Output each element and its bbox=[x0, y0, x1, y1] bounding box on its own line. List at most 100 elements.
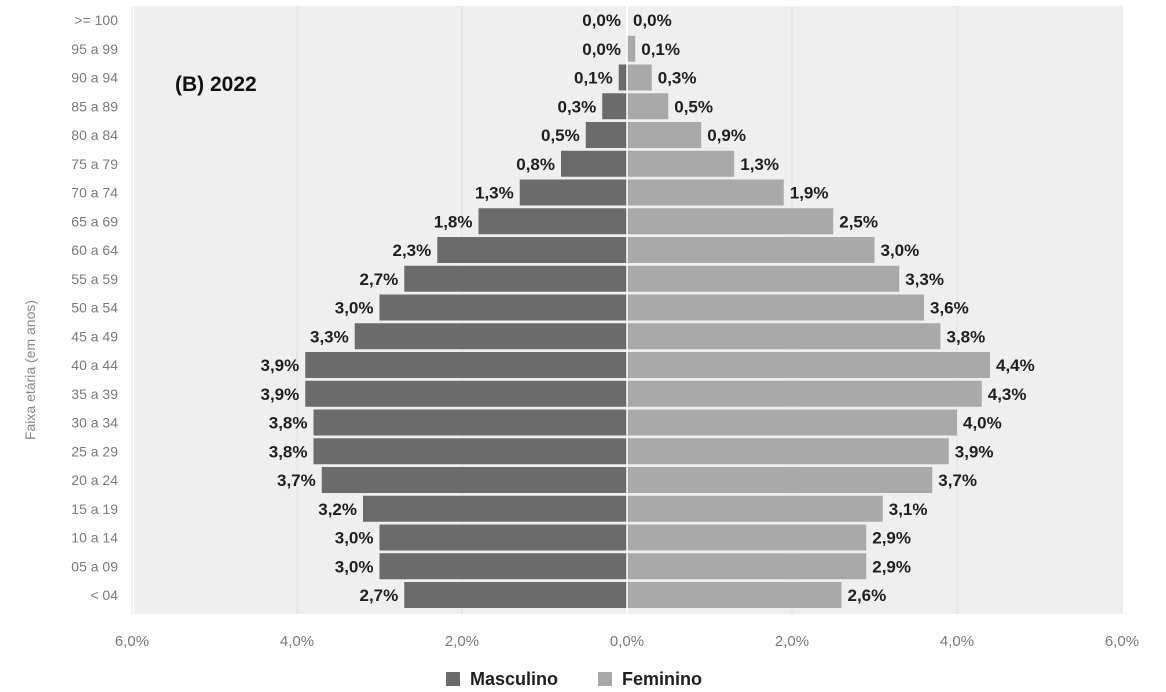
bar-feminino bbox=[627, 467, 933, 493]
bar-feminino bbox=[627, 323, 941, 350]
data-label-masculino: 3,0% bbox=[335, 299, 374, 318]
data-label-feminino: 0,3% bbox=[658, 69, 697, 88]
data-label-feminino: 2,5% bbox=[839, 212, 878, 231]
bar-feminino bbox=[627, 352, 990, 378]
bar-masculino bbox=[519, 179, 627, 206]
category-label: 50 a 54 bbox=[71, 300, 118, 316]
data-label-masculino: 0,8% bbox=[516, 155, 555, 174]
data-labels: 0,0% 0,0% 0,0% 0,1% 0,1% 0,3% 0,3% 0,5% 0,5% 0,9%… bbox=[261, 11, 1035, 605]
x-tick-label: 2,0% bbox=[775, 633, 809, 650]
data-label-masculino: 3,8% bbox=[269, 442, 308, 461]
x-tick-label: 2,0% bbox=[445, 633, 479, 650]
data-label-masculino: 3,7% bbox=[277, 471, 316, 490]
bar-masculino bbox=[354, 323, 627, 350]
chart-title: (B) 2022 bbox=[175, 73, 257, 96]
x-tick-label: 0,0% bbox=[610, 633, 644, 650]
category-label: < 04 bbox=[90, 587, 118, 603]
bar-masculino bbox=[478, 208, 627, 235]
data-label-feminino: 2,6% bbox=[848, 586, 887, 605]
data-label-masculino: 3,8% bbox=[269, 414, 308, 433]
category-label: 20 a 24 bbox=[71, 472, 118, 488]
bar-masculino bbox=[363, 495, 627, 522]
data-label-feminino: 0,0% bbox=[633, 11, 672, 30]
bar-masculino bbox=[313, 438, 627, 465]
data-label-masculino: 1,8% bbox=[434, 212, 473, 231]
data-label-masculino: 0,1% bbox=[574, 69, 613, 88]
category-label: 95 a 99 bbox=[71, 41, 118, 57]
category-label: 25 a 29 bbox=[71, 443, 118, 459]
bar-masculino bbox=[379, 553, 627, 580]
bar-feminino bbox=[627, 35, 636, 62]
bar-feminino bbox=[627, 93, 669, 120]
bar-feminino bbox=[627, 64, 652, 91]
value-axis: 6,0% 4,0% 2,0% 0,0% 2,0% 4,0% 6,0% bbox=[115, 633, 1139, 650]
bar-masculino bbox=[404, 265, 627, 292]
legend-swatch-feminino bbox=[598, 672, 612, 686]
x-tick-label: 6,0% bbox=[115, 633, 149, 650]
bar-feminino bbox=[627, 208, 834, 235]
bar-feminino bbox=[627, 438, 949, 465]
data-label-masculino: 0,0% bbox=[582, 40, 621, 59]
data-label-masculino: 2,7% bbox=[360, 586, 399, 605]
data-label-feminino: 0,9% bbox=[707, 126, 746, 145]
category-label: >= 100 bbox=[74, 12, 118, 28]
data-label-feminino: 3,1% bbox=[889, 500, 928, 519]
bar-feminino bbox=[627, 150, 735, 177]
data-label-feminino: 1,3% bbox=[740, 155, 779, 174]
category-label: 65 a 69 bbox=[71, 213, 118, 229]
bar-masculino bbox=[379, 294, 627, 321]
bar-masculino bbox=[313, 409, 627, 436]
bar-feminino bbox=[627, 179, 784, 206]
data-label-feminino: 3,6% bbox=[930, 299, 969, 318]
bar-masculino bbox=[618, 64, 627, 91]
data-label-feminino: 2,9% bbox=[872, 529, 911, 548]
bar-feminino bbox=[627, 294, 924, 321]
x-tick-label: 4,0% bbox=[940, 633, 974, 650]
category-label: 75 a 79 bbox=[71, 156, 118, 172]
data-label-feminino: 3,0% bbox=[881, 241, 920, 260]
data-label-feminino: 4,0% bbox=[963, 414, 1002, 433]
bar-feminino bbox=[627, 582, 842, 608]
category-label: 80 a 84 bbox=[71, 127, 118, 143]
bar-feminino bbox=[627, 265, 900, 292]
category-label: 05 a 09 bbox=[71, 558, 118, 574]
x-tick-label: 6,0% bbox=[1105, 633, 1139, 650]
data-label-masculino: 3,0% bbox=[335, 529, 374, 548]
bar-masculino bbox=[379, 524, 627, 551]
category-label: 70 a 74 bbox=[71, 185, 118, 201]
legend-label-masculino: Masculino bbox=[470, 669, 558, 689]
category-label: 60 a 64 bbox=[71, 242, 118, 258]
data-label-masculino: 0,0% bbox=[582, 11, 621, 30]
category-label: 55 a 59 bbox=[71, 271, 118, 287]
data-label-masculino: 3,2% bbox=[318, 500, 357, 519]
category-label: 30 a 34 bbox=[71, 415, 118, 431]
data-label-feminino: 1,9% bbox=[790, 184, 829, 203]
data-label-feminino: 3,8% bbox=[947, 327, 986, 346]
data-label-masculino: 0,3% bbox=[558, 97, 597, 116]
legend-swatch-masculino bbox=[446, 672, 460, 686]
category-label: 40 a 44 bbox=[71, 357, 118, 373]
data-label-masculino: 1,3% bbox=[475, 184, 514, 203]
data-label-masculino: 0,5% bbox=[541, 126, 580, 145]
bar-feminino bbox=[627, 237, 875, 263]
category-axis: >= 100 95 a 99 90 a 94 85 a 89 80 a 84 75 a 7… bbox=[71, 12, 118, 603]
bar-masculino bbox=[561, 150, 627, 177]
category-label: 45 a 49 bbox=[71, 328, 118, 344]
data-label-masculino: 2,3% bbox=[393, 241, 432, 260]
bar-feminino bbox=[627, 409, 957, 436]
category-label: 35 a 39 bbox=[71, 386, 118, 402]
bar-masculino bbox=[305, 380, 627, 407]
bar-feminino bbox=[627, 380, 982, 407]
bar-feminino bbox=[627, 553, 867, 580]
bars bbox=[305, 6, 990, 614]
data-label-feminino: 3,3% bbox=[905, 270, 944, 289]
bar-feminino bbox=[627, 495, 883, 522]
bar-masculino bbox=[602, 93, 627, 120]
bar-feminino bbox=[627, 524, 867, 551]
y-axis-title: Faixa etária (em anos) bbox=[22, 300, 38, 440]
bar-masculino bbox=[437, 237, 627, 263]
category-label: 15 a 19 bbox=[71, 501, 118, 517]
category-label: 10 a 14 bbox=[71, 530, 118, 546]
x-tick-label: 4,0% bbox=[280, 633, 314, 650]
data-label-masculino: 3,3% bbox=[310, 327, 349, 346]
